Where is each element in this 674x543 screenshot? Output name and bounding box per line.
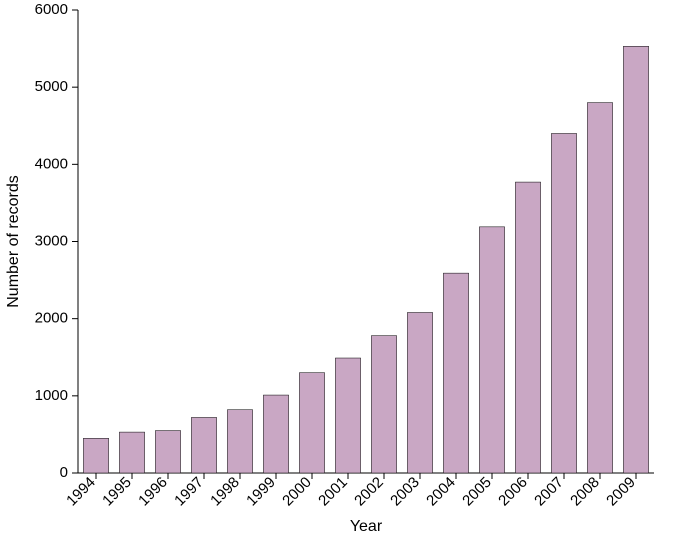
bar (515, 182, 540, 473)
bar (83, 438, 108, 473)
bar (119, 432, 144, 473)
bar (371, 336, 396, 473)
y-tick-label: 1000 (35, 387, 68, 404)
bar (407, 312, 432, 473)
bar (191, 417, 216, 473)
bar (479, 227, 504, 473)
bar (263, 395, 288, 473)
y-tick-label: 0 (60, 464, 68, 481)
bar (227, 410, 252, 473)
bar (623, 46, 648, 473)
x-axis-label: Year (350, 518, 383, 535)
y-tick-label: 6000 (35, 1, 68, 18)
y-tick-label: 3000 (35, 232, 68, 249)
bar (587, 103, 612, 473)
y-tick-label: 5000 (35, 78, 68, 95)
bar (443, 273, 468, 473)
bar (335, 358, 360, 473)
bar (551, 133, 576, 473)
bar (299, 373, 324, 473)
y-tick-label: 4000 (35, 155, 68, 172)
y-tick-label: 2000 (35, 310, 68, 327)
y-axis-label: Number of records (5, 175, 22, 308)
bar (155, 431, 180, 473)
bar-chart: 0100020003000400050006000199419951996199… (0, 0, 674, 543)
chart-svg: 0100020003000400050006000199419951996199… (0, 0, 674, 543)
